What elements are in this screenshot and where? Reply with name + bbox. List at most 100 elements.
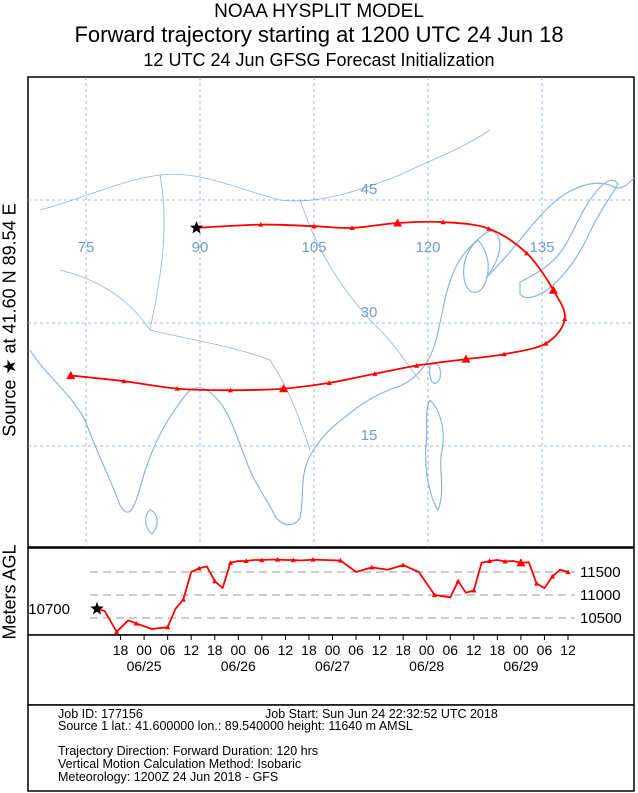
altitude-marker [337,557,343,563]
time-tick-label: 00 [419,642,435,658]
source-star-icon [189,220,204,234]
trajectory-marker [524,250,530,256]
altitude-marker [310,556,316,562]
time-tick-label: 06 [348,642,364,658]
time-tick-label: 00 [325,642,341,658]
lat-tick-label: 45 [361,181,378,198]
altitude-marker [274,556,281,562]
altitude-marker [400,562,406,568]
trajectory-marker [311,223,317,229]
trajectory-marker [121,378,127,384]
time-tick-label: 18 [113,642,129,658]
source-info: Source 1 lat.: 41.600000 lon.: 89.540000… [58,719,413,733]
map-grid-labels: 75 90 105 120 135 45 30 15 [78,181,555,444]
time-axis-frame [27,634,635,706]
map-philippines [425,399,444,512]
trajectory-marker [548,285,558,294]
trajectory-marker [372,371,378,376]
time-tick-label: 00 [513,642,529,658]
altitude-marker [114,629,120,634]
trajectory-marker [227,387,233,393]
altitude-marker [565,569,571,575]
chart-title: NOAA HYSPLIT MODEL [214,1,424,22]
time-tick-label: 18 [207,642,223,658]
altitude-marker [243,558,249,564]
trajectory-marker [393,218,403,227]
altitude-marker [290,557,296,563]
trajectory-marker [501,351,507,357]
altitude-marker [259,557,265,563]
map-korea [463,239,489,294]
altitude-marker [133,620,139,626]
altitude-marker [369,564,375,570]
altitude-marker [196,565,202,571]
start-height-label: 10700 [28,601,70,618]
trajectory-marker [326,380,332,385]
date-label: 06/27 [315,658,350,674]
time-tick-label: 06 [254,642,270,658]
map-coastline-west [29,230,501,526]
chart-subtitle: Forward trajectory starting at 1200 UTC … [74,22,564,47]
trajectory-marker [562,316,568,321]
altitude-marker [227,560,234,565]
job-start: Job Start: Sun Jun 24 22:32:52 UTC 2018 [265,707,498,721]
trajectory-marker [414,363,420,368]
trajectory-direction: Trajectory Direction: Forward Duration: … [58,744,319,758]
meteorology: Meteorology: 1200Z 24 Jun 2018 - GFS [58,770,279,784]
time-tick-label: 12 [278,642,294,658]
lon-tick-label: 105 [301,239,326,256]
date-label: 06/25 [127,658,162,674]
time-tick-label: 06 [160,642,176,658]
time-axis-labels: 18 00 06 12 18 00 06 12 18 00 06 12 18 00 06 12 18 00 06 12… [113,635,576,674]
trajectory-marker [486,226,492,231]
altitude-trajectory [90,556,571,634]
time-tick-label: 12 [372,642,388,658]
trajectory-marker [440,219,446,225]
altitude-marker [180,597,186,602]
time-tick-label: 12 [183,642,199,658]
time-tick-label: 06 [537,642,553,658]
altitude-marker [534,580,540,586]
chart-subtitle-2: 12 UTC 24 Jun GFSG Forecast Initializati… [143,50,495,70]
time-tick-label: 12 [560,642,576,658]
map-grid [28,77,634,547]
trajectory-marker [66,370,76,380]
altitude-marker [516,558,526,567]
lat-tick-label: 30 [361,304,378,321]
trajectory-marker [349,225,355,230]
time-tick-label: 00 [231,642,247,658]
vertical-motion: Vertical Motion Calculation Method: Isob… [58,757,302,771]
altitude-tick-label: 11500 [580,564,621,581]
date-label: 06/28 [409,658,444,674]
lon-tick-label: 120 [415,239,440,256]
altitude-tick-label: 10500 [580,610,622,627]
altitude-marker [471,587,477,593]
altitude-marker [549,574,555,579]
date-label: 06/26 [221,658,256,674]
altitude-marker [502,558,508,564]
time-tick-label: 12 [466,642,482,658]
map-borders [39,129,491,451]
altitude-marker [212,578,218,584]
lon-tick-label: 75 [78,239,95,256]
trajectory-marker [461,354,471,363]
map-coastline-east [485,177,635,279]
time-tick-label: 18 [395,642,411,658]
altitude-marker [165,624,171,630]
trajectory-marker [258,222,264,227]
info-panel-frame [27,704,635,792]
altitude-marker [486,558,493,564]
altitude-tick-label: 11000 [580,587,621,604]
job-id: Job ID: 177156 [58,707,143,721]
start-star-icon [90,601,104,615]
map-trajectory [66,218,568,393]
trajectory-marker [174,386,180,391]
lat-tick-label: 15 [361,427,378,444]
lon-tick-label: 90 [192,239,209,256]
trajectory-marker [279,384,289,393]
altitude-marker [455,578,461,584]
time-tick-label: 18 [301,642,317,658]
time-tick-label: 06 [442,642,458,658]
lon-tick-label: 135 [529,239,554,256]
